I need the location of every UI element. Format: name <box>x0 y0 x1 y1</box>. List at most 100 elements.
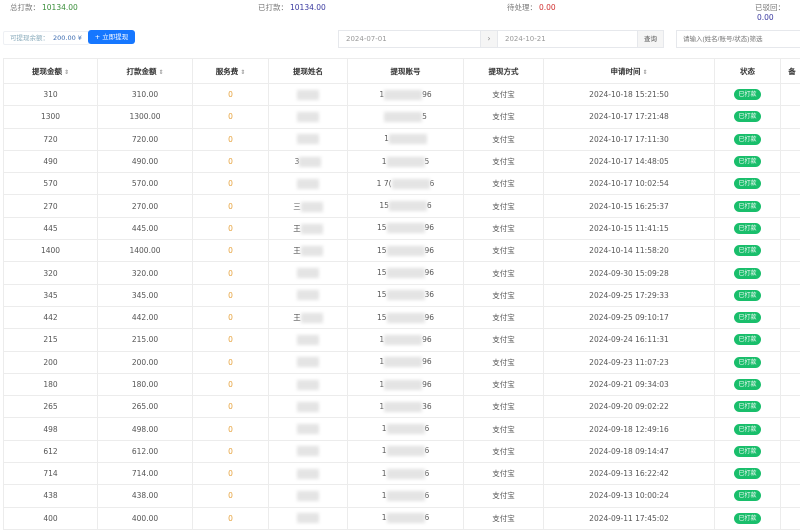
cell-paid: 612.00 <box>98 440 193 462</box>
cell-method: 支付宝 <box>464 396 544 418</box>
cell-amount: 498 <box>4 418 98 440</box>
cell-method: 支付宝 <box>464 485 544 507</box>
cell-remark <box>781 396 800 418</box>
column-header-service-fee[interactable]: 服务费⇕ <box>193 59 269 84</box>
balance-label: 可提现余额： <box>10 34 49 42</box>
cell-time: 2024-09-11 17:45:02 <box>544 507 715 529</box>
cell-fee: 0 <box>193 373 269 395</box>
redacted-name <box>301 224 323 234</box>
account-suffix: 96 <box>425 223 435 232</box>
cell-remark <box>781 262 800 284</box>
redacted-account <box>389 201 427 211</box>
search-input[interactable] <box>676 30 800 48</box>
cell-name <box>269 463 348 485</box>
withdraw-now-button[interactable]: + 立即提现 <box>88 30 135 44</box>
stat-paid: 已打款：10134.00 <box>258 2 326 13</box>
cell-amount: 265 <box>4 396 98 418</box>
cell-status: 已打款 <box>715 240 781 262</box>
cell-fee: 0 <box>193 418 269 440</box>
cell-fee: 0 <box>193 106 269 128</box>
cell-amount: 320 <box>4 262 98 284</box>
account-suffix: 6 <box>425 513 430 522</box>
stat-label: 总打款： <box>10 3 40 12</box>
redacted-account <box>387 313 425 323</box>
cell-fee: 0 <box>193 262 269 284</box>
redacted-account <box>392 179 430 189</box>
cell-time: 2024-09-30 15:09:28 <box>544 262 715 284</box>
sort-icon[interactable]: ⇕ <box>64 69 69 76</box>
status-badge: 已打款 <box>734 513 760 524</box>
sort-icon[interactable]: ⇕ <box>158 69 163 76</box>
status-badge: 已打款 <box>734 401 760 412</box>
column-header-paid-amount[interactable]: 打款金额⇕ <box>98 59 193 84</box>
cell-status: 已打款 <box>715 507 781 529</box>
column-label: 申请时间 <box>610 67 640 76</box>
status-badge: 已打款 <box>734 312 760 323</box>
cell-method: 支付宝 <box>464 84 544 106</box>
column-label: 提现方式 <box>489 67 519 76</box>
cell-time: 2024-10-17 10:02:54 <box>544 173 715 195</box>
account-suffix: 96 <box>422 90 432 99</box>
redacted-name <box>297 112 319 122</box>
sort-icon[interactable]: ⇕ <box>240 69 245 76</box>
redacted-name <box>297 268 319 278</box>
cell-fee: 0 <box>193 217 269 239</box>
cell-remark <box>781 128 800 150</box>
account-suffix: 5 <box>425 157 430 166</box>
redacted-account <box>384 90 422 100</box>
status-badge: 已打款 <box>734 490 760 501</box>
redacted-account <box>384 357 422 367</box>
sort-icon[interactable]: ⇕ <box>642 69 647 76</box>
stat-label: 待处理： <box>507 3 537 12</box>
name-visible-part: 王 <box>293 224 301 233</box>
account-prefix: 15 <box>377 246 387 255</box>
start-date-input[interactable]: 2024-07-01 <box>338 30 481 48</box>
stat-value: 0.00 <box>757 13 774 22</box>
status-badge: 已打款 <box>734 111 760 122</box>
stat-value: 0.00 <box>539 3 556 12</box>
cell-status: 已打款 <box>715 195 781 217</box>
cell-remark <box>781 217 800 239</box>
stat-rejected: 已驳回：0.00 <box>755 2 800 22</box>
cell-paid: 570.00 <box>98 173 193 195</box>
query-button[interactable]: 查询 <box>637 30 664 48</box>
account-suffix: 6 <box>427 201 432 210</box>
redacted-name <box>299 157 321 167</box>
cell-account: 1 7(6 <box>348 173 464 195</box>
cell-remark <box>781 173 800 195</box>
end-date-input[interactable]: 2024-10-21 <box>497 30 638 48</box>
cell-paid: 714.00 <box>98 463 193 485</box>
cell-method: 支付宝 <box>464 128 544 150</box>
cell-method: 支付宝 <box>464 440 544 462</box>
toolbar: 可提现余额：200.00 ¥ + 立即提现 2024-07-01 › 2024-… <box>0 29 800 49</box>
cell-method: 支付宝 <box>464 150 544 172</box>
cell-method: 支付宝 <box>464 106 544 128</box>
column-label: 提现账号 <box>391 67 421 76</box>
cell-paid: 180.00 <box>98 373 193 395</box>
cell-amount: 438 <box>4 485 98 507</box>
cell-status: 已打款 <box>715 329 781 351</box>
cell-fee: 0 <box>193 396 269 418</box>
column-header-apply-time[interactable]: 申请时间⇕ <box>544 59 715 84</box>
cell-fee: 0 <box>193 485 269 507</box>
cell-paid: 215.00 <box>98 329 193 351</box>
cell-time: 2024-10-15 16:25:37 <box>544 195 715 217</box>
redacted-name <box>297 424 319 434</box>
column-header-withdraw-amount[interactable]: 提现金额⇕ <box>4 59 98 84</box>
name-visible-part: 三 <box>293 202 301 211</box>
cell-method: 支付宝 <box>464 373 544 395</box>
cell-fee: 0 <box>193 306 269 328</box>
